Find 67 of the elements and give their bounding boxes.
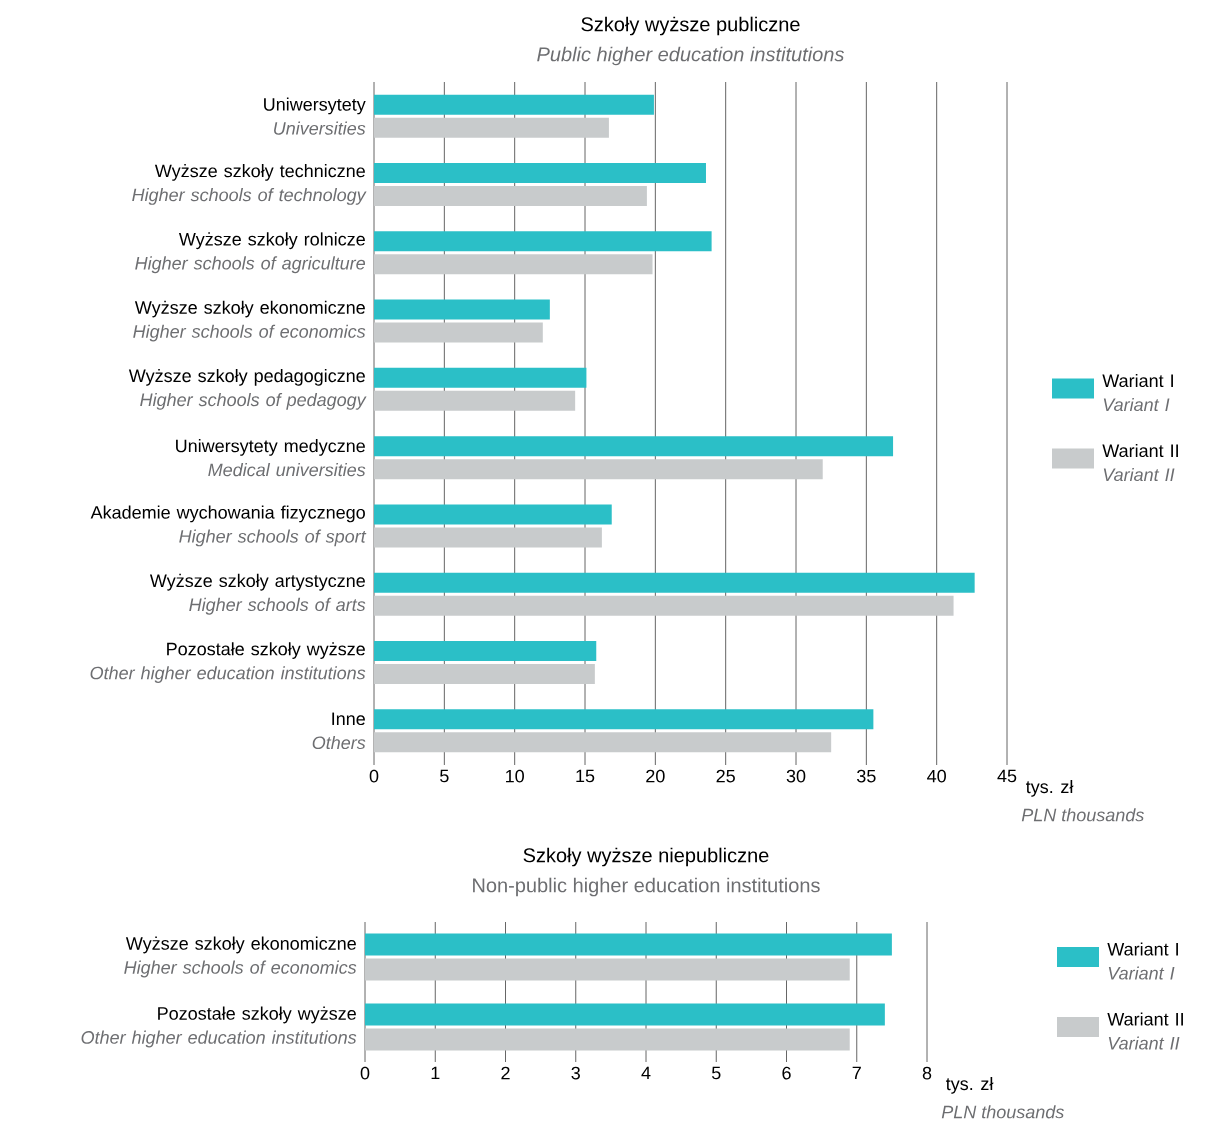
x-tick-label: 40 xyxy=(927,769,946,783)
chart-subtitle: Non-public higher education institutions xyxy=(473,877,820,897)
y-tick-label: Uniwersytety Universities xyxy=(264,97,366,135)
bar xyxy=(374,299,550,320)
y-tick-label: Wyższe szkoły ekonomiczne Higher schools of economics xyxy=(133,300,366,342)
bar xyxy=(374,527,602,548)
y-tick-label: Inne Others xyxy=(312,712,366,750)
x-tick-label: 5 xyxy=(711,1066,721,1080)
bar xyxy=(374,709,874,730)
x-tick-label: 45 xyxy=(997,769,1017,783)
bar xyxy=(374,436,894,457)
y-tick-label: Wyższe szkoły ekonomiczne Higher schools of economics xyxy=(124,936,357,978)
y-tick-label: Wyższe szkoły techniczne Higher schools of technology xyxy=(132,164,367,205)
text: PLN thousands xyxy=(1021,808,1144,822)
bar xyxy=(374,641,597,662)
y-tick-label: Pozostałe szkoły wyższe Other higher education institutions xyxy=(90,642,366,684)
bar xyxy=(374,186,647,207)
x-tick-label: 3 xyxy=(571,1066,580,1080)
bar xyxy=(374,94,654,115)
legend-label: Wariant I Variant I xyxy=(1102,373,1173,412)
legend-label: Wariant II Variant II xyxy=(1107,1012,1183,1050)
x-tick-label: 30 xyxy=(786,769,806,783)
bar xyxy=(374,367,587,388)
legend-label: Wariant II Variant II xyxy=(1102,443,1178,482)
x-axis-title: tys. zł xyxy=(945,1077,994,1094)
bar xyxy=(374,390,576,411)
bar xyxy=(374,163,706,184)
bar xyxy=(374,117,609,138)
x-tick-label: 2 xyxy=(501,1066,510,1080)
chart-title: Szkoły wyższe niepubliczne xyxy=(523,847,769,867)
bar xyxy=(374,322,543,343)
chart-subtitle: Public higher education institutions xyxy=(537,46,844,66)
bar xyxy=(365,1028,850,1051)
bar xyxy=(365,1003,885,1026)
bar xyxy=(365,933,892,956)
x-axis-title: tys. zł xyxy=(1025,780,1074,797)
bar xyxy=(374,572,975,593)
x-tick-label: 35 xyxy=(857,769,876,783)
text: PLN thousands xyxy=(941,1105,1064,1119)
bar xyxy=(365,958,850,981)
x-tick-label: 5 xyxy=(440,769,449,783)
bar xyxy=(374,595,954,616)
y-tick-label: Uniwersytety medyczne Medical universities xyxy=(176,439,366,477)
chart-title: Szkoły wyższe publiczne xyxy=(581,16,800,36)
x-tick-label: 4 xyxy=(641,1066,651,1080)
x-tick-label: 15 xyxy=(576,769,595,783)
x-tick-label: 10 xyxy=(506,769,524,783)
x-tick-label: 6 xyxy=(782,1066,791,1080)
x-tick-label: 7 xyxy=(852,1066,861,1080)
bar xyxy=(374,664,595,685)
y-tick-label: Wyższe szkoły pedagogiczne Higher schools of pedagogy xyxy=(128,369,367,410)
x-tick-label: 20 xyxy=(646,769,665,783)
bar xyxy=(374,732,832,753)
y-tick-label: Akademie wychowania fizycznego Higher schools of sport xyxy=(90,505,367,547)
y-tick-label: Wyższe szkoły artystyczne Higher schools of arts xyxy=(149,573,366,615)
bar xyxy=(374,504,612,525)
x-tick-label: 1 xyxy=(431,1066,440,1080)
y-tick-label: Pozostałe szkoły wyższe Other higher education institutions xyxy=(81,1006,357,1048)
y-tick-label: Wyższe szkoły rolnicze Higher schools of agriculture xyxy=(135,232,366,274)
x-tick-label: 0 xyxy=(360,1066,370,1080)
x-tick-label: 0 xyxy=(369,769,379,783)
bar xyxy=(374,459,823,480)
x-tick-label: 8 xyxy=(922,1066,932,1080)
bar xyxy=(374,231,712,252)
legend-label: Wariant I Variant I xyxy=(1107,942,1178,980)
bar xyxy=(374,254,653,275)
x-tick-label: 25 xyxy=(716,769,735,783)
